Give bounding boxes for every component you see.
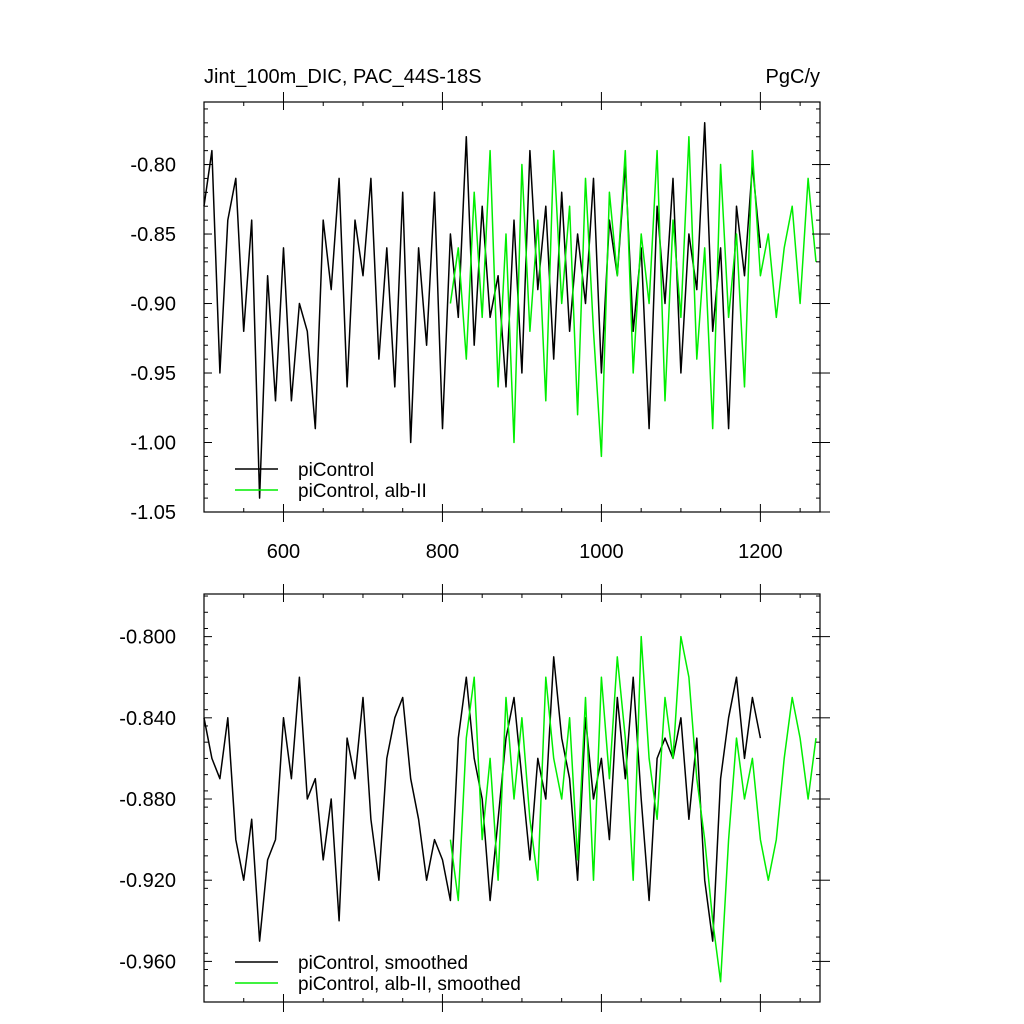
bottom-legend: piControl, smoothed piControl, alb-II, s… [235,953,521,995]
bottom-ytick-label: -0.960 [119,951,176,973]
top-plot-frame [203,101,821,513]
top-series-line-1 [449,135,817,458]
bottom-series-line-0 [203,656,762,942]
bottom-ytick-label: -0.880 [119,789,176,811]
bottom-legend-label-alb-ii-smoothed: piControl, alb-II, smoothed [298,974,521,995]
bottom-series [203,635,817,983]
top-title-left: Jint_100m_DIC, PAC_44S-18S [204,66,482,88]
top-xtick-label: 600 [267,541,300,563]
top-legend-label-alb-ii: piControl, alb-II [298,481,427,502]
top-ytick-label: -0.95 [130,363,176,385]
top-xtick-label: 1000 [579,541,624,563]
top-ytick-label: -0.85 [130,224,176,246]
bottom-series-line-1 [449,635,817,983]
top-series-line-0 [203,122,762,499]
top-ytick-label: -1.00 [130,433,176,455]
top-legend-label-picontrol: piControl [298,460,374,481]
top-xtick-label: 1200 [738,541,783,563]
top-xtick-label: 800 [426,541,459,563]
top-panel: Jint_100m_DIC, PAC_44S-18S PgC/y 600 800 1… [130,66,830,563]
bottom-ytick-label: -0.920 [119,870,176,892]
top-ytick-label: -0.90 [130,294,176,316]
top-ticks: 600 800 1000 1200 -1.05 -1.00 -0.95 -0.90 -0.85 -… [130,92,830,563]
bottom-ytick-label: -0.800 [119,627,176,649]
bottom-ticks: -0.960 -0.920 -0.880 -0.840 -0.800 [119,584,830,1012]
bottom-plot-frame [203,593,821,1003]
bottom-ytick-label: -0.840 [119,708,176,730]
top-ytick-label: -0.80 [130,155,176,177]
top-ytick-label: -1.05 [130,502,176,524]
bottom-panel: -0.960 -0.920 -0.880 -0.840 -0.800 piControl… [119,584,830,1012]
bottom-legend-label-picontrol-smoothed: piControl, smoothed [298,953,468,974]
top-legend: piControl piControl, alb-II [235,460,427,502]
top-series [203,122,817,499]
top-title-right: PgC/y [766,66,820,88]
